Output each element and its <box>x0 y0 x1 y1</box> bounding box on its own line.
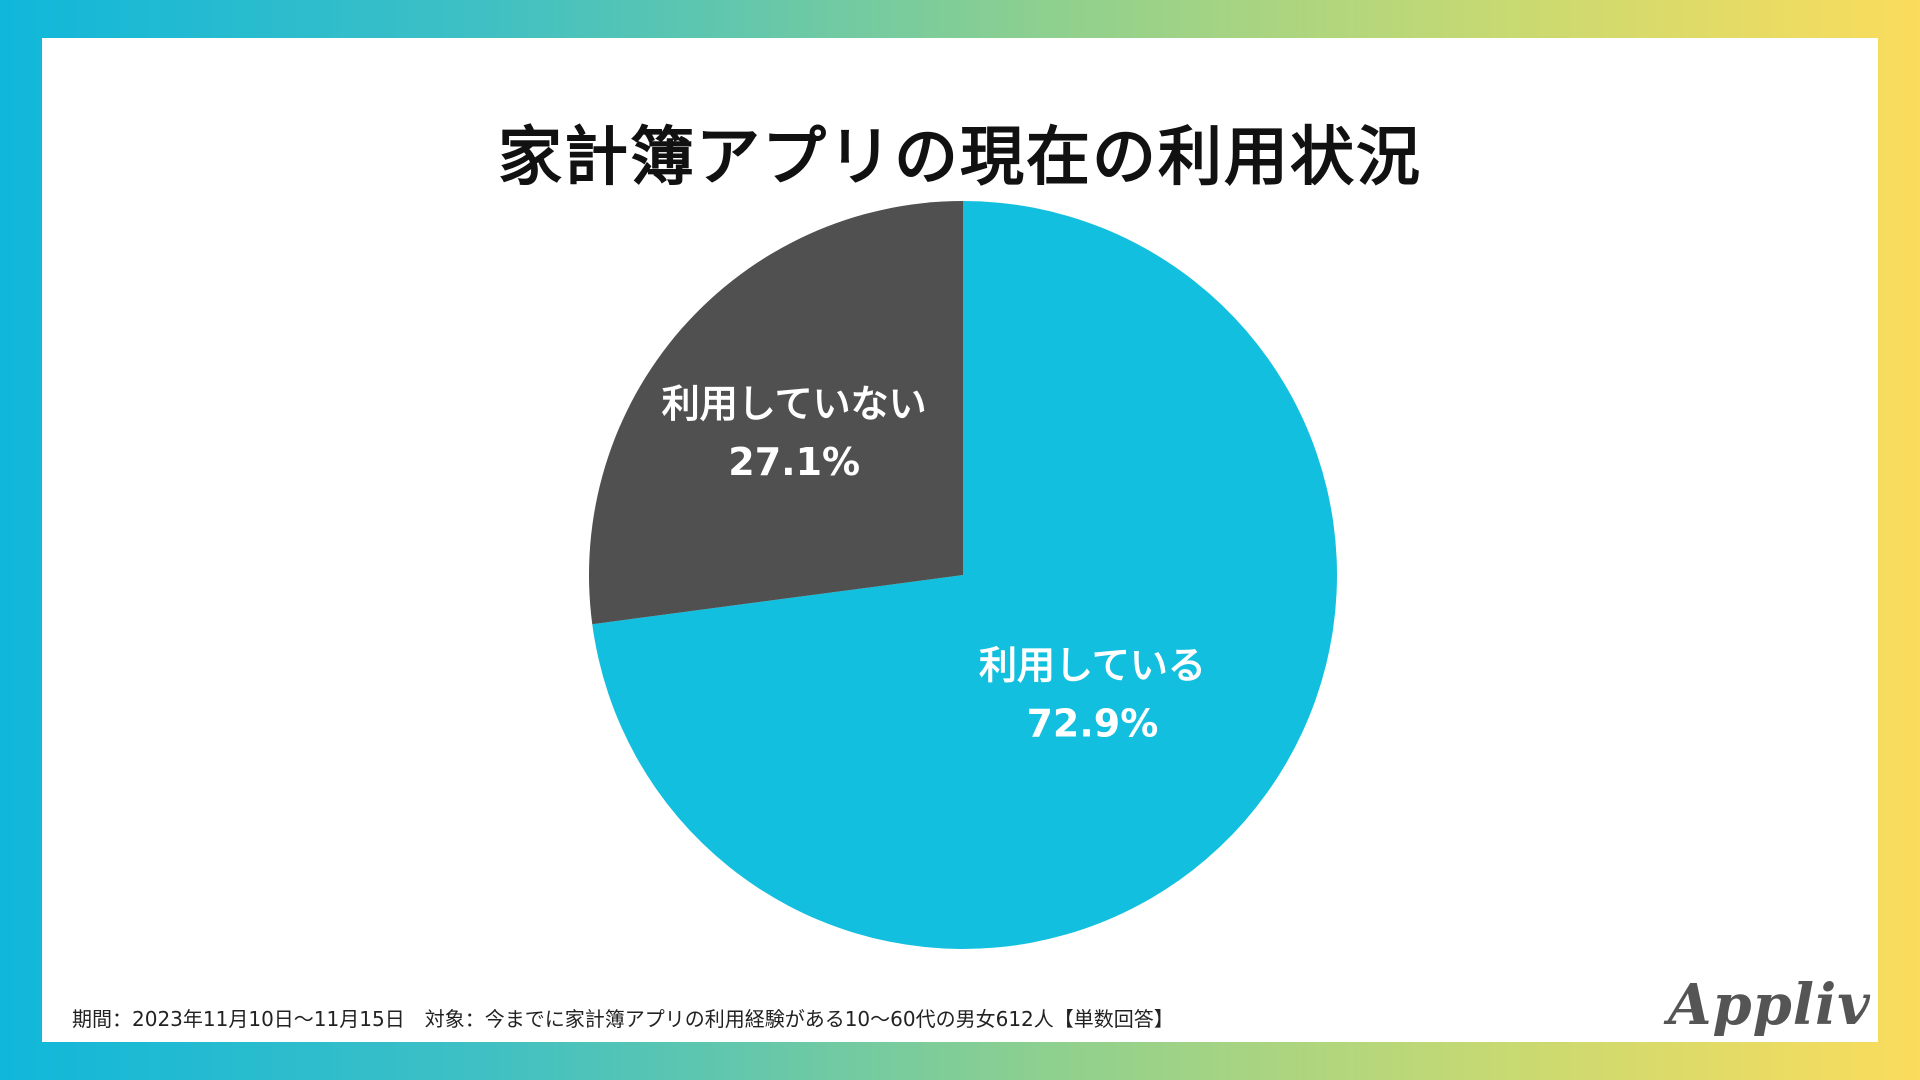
chart-title: 家計簿アプリの現在の利用状況 <box>498 121 1422 195</box>
survey-footnote: 期間：2023年11月10日〜11月15日 対象：今までに家計簿アプリの利用経験… <box>72 1007 1174 1031</box>
pie-slice-0 <box>592 201 1337 949</box>
chart-card: 家計簿アプリの現在の利用状況 利用している 72.9% 利用していない 27.1% 期… <box>42 38 1878 1042</box>
slice-value-1: 27.1% <box>728 440 860 484</box>
pie-slice-1 <box>588 201 963 625</box>
slice-label-1: 利用していない <box>662 382 927 426</box>
appliv-logo: Appliv <box>1668 972 1871 1038</box>
slice-value-0: 72.9% <box>1026 701 1158 745</box>
pie-chart: 利用している 72.9% 利用していない 27.1% <box>588 201 1337 949</box>
slice-label-0: 利用している <box>979 643 1206 687</box>
